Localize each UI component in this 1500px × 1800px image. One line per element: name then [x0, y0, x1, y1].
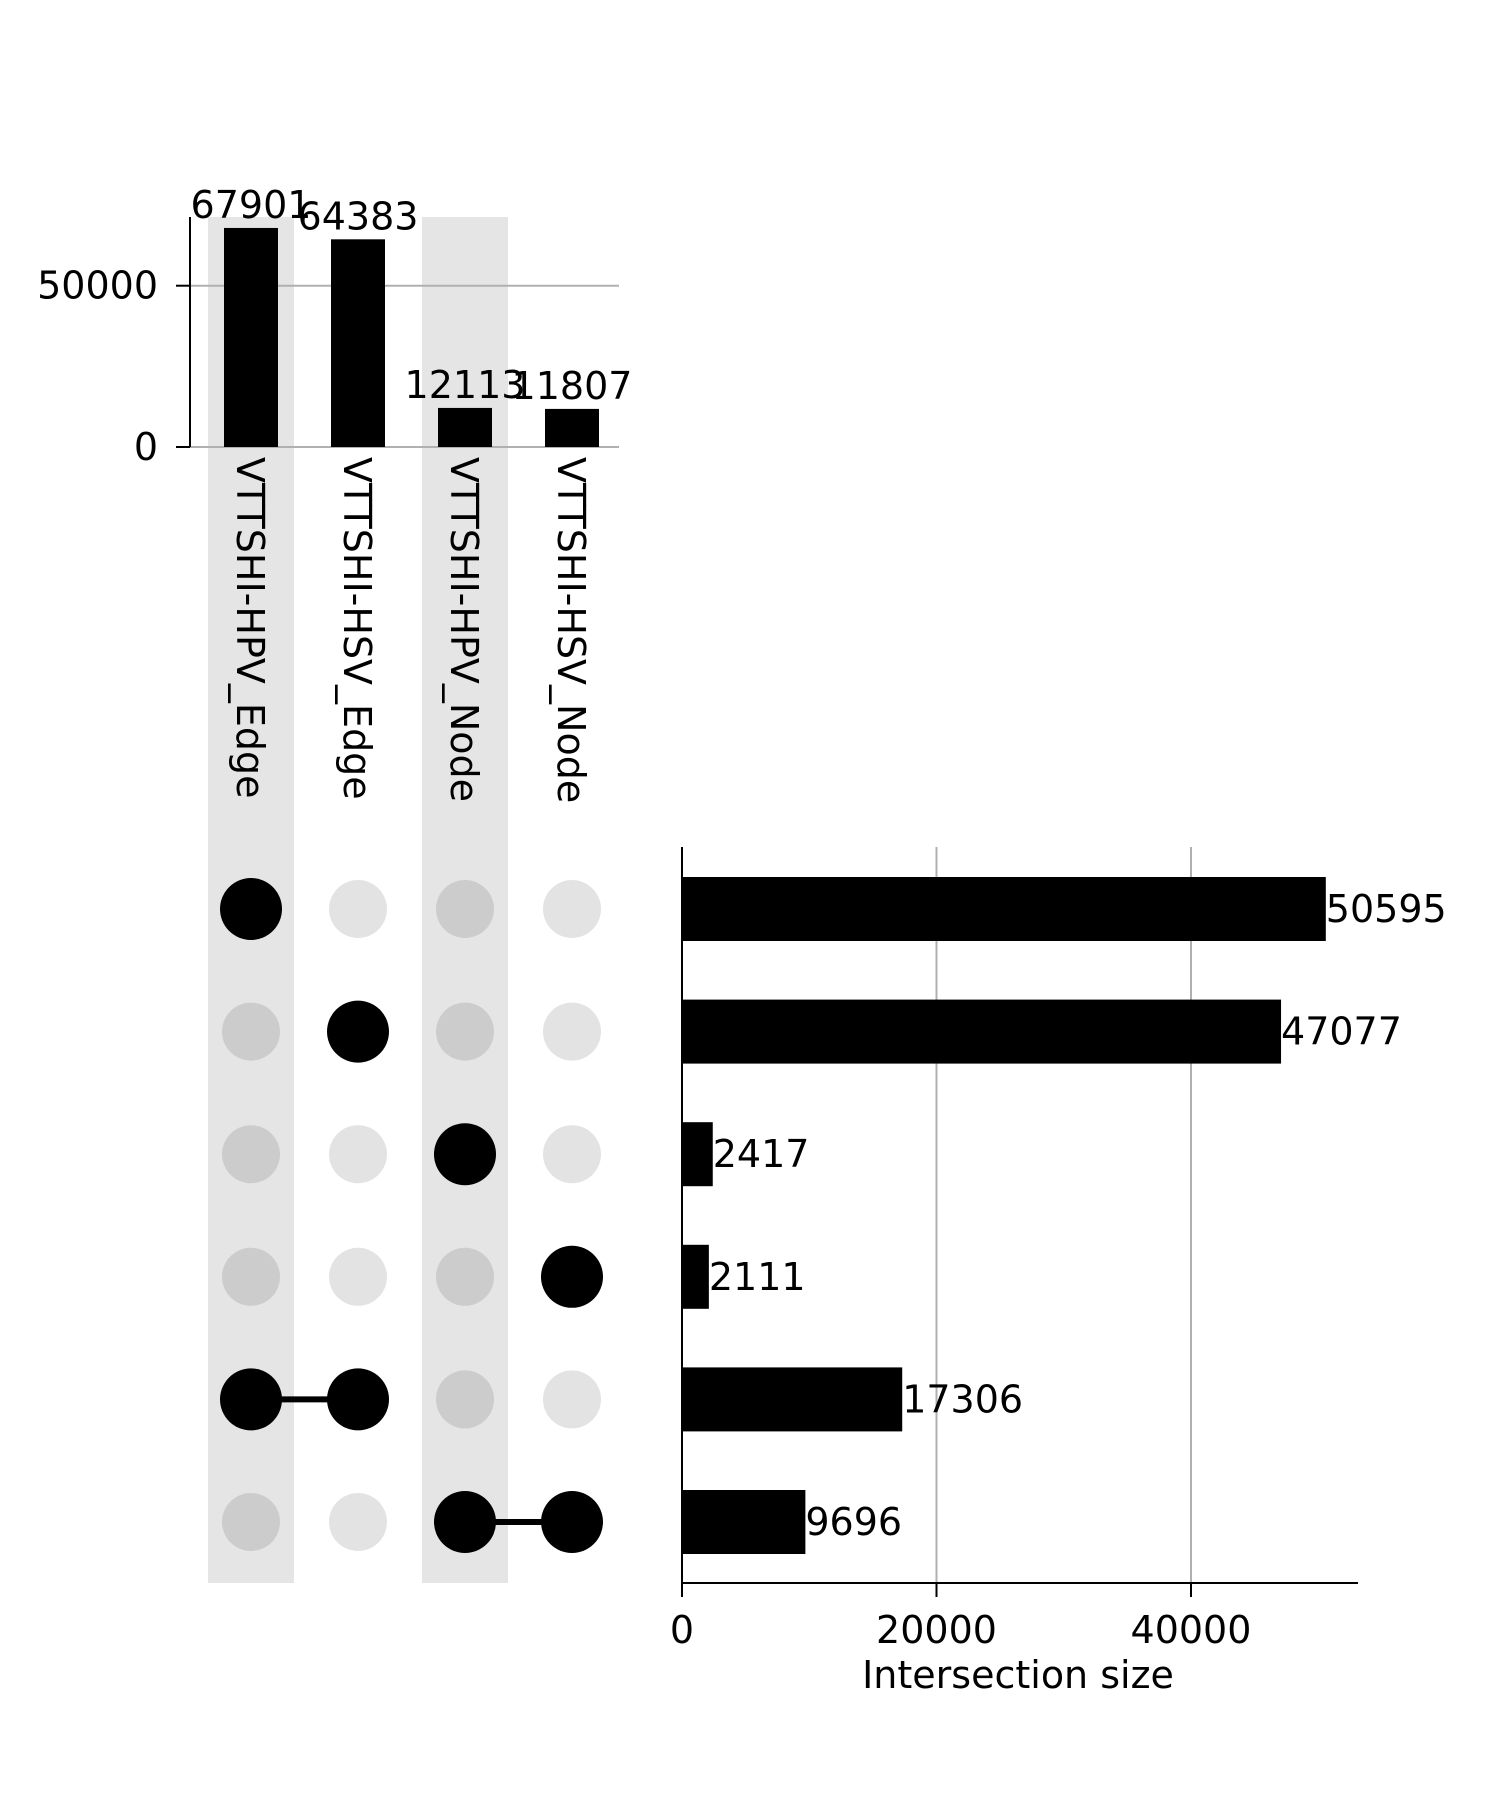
set-size-value-label: 11807 — [512, 364, 633, 408]
set-size-value-label: 64383 — [298, 194, 419, 238]
set-labels: VTTSHI-HPV_Edge VTTSHI-HSV_Edge VTTSHI-HPV… — [228, 457, 593, 803]
matrix-dot-inactive — [436, 880, 494, 938]
matrix-dot-active — [541, 1491, 603, 1553]
matrix-dot-active — [327, 1000, 389, 1063]
x-axis-label: Intersection size — [862, 1653, 1174, 1697]
set-label: VTTSHI-HPV_Edge — [228, 457, 272, 798]
matrix-dot-active — [327, 1368, 389, 1431]
matrix-dot-active — [434, 1491, 496, 1553]
set-size-bar — [224, 227, 278, 447]
intersection-tick-label: 40000 — [1131, 1608, 1252, 1652]
intersection-bar — [682, 1244, 709, 1309]
matrix-dot-active — [220, 1368, 282, 1431]
matrix-dot-inactive — [543, 880, 601, 938]
matrix-dot-inactive — [329, 1247, 387, 1306]
intersection-bar — [682, 1122, 713, 1187]
matrix-dot-inactive — [329, 1493, 387, 1551]
matrix-dot-inactive — [222, 1002, 280, 1061]
intersection-tick-label: 0 — [670, 1608, 694, 1652]
matrix-dot-active — [220, 878, 282, 940]
matrix-dot-inactive — [329, 1125, 387, 1184]
matrix-dot-inactive — [543, 1002, 601, 1061]
set-label: VTTSHI-HSV_Edge — [335, 457, 379, 800]
matrix-dot-inactive — [222, 1493, 280, 1551]
matrix-dot-inactive — [436, 1002, 494, 1061]
intersection-bar — [682, 1367, 903, 1432]
intersection-value-label: 47077 — [1281, 1010, 1402, 1054]
set-size-value-label: 67901 — [191, 183, 312, 227]
intersection-value-label: 9696 — [805, 1500, 902, 1544]
intersection-value-label: 2417 — [713, 1132, 810, 1176]
matrix-dot-active — [434, 1123, 496, 1186]
matrix-dot-inactive — [222, 1247, 280, 1306]
set-size-bar — [438, 407, 492, 447]
intersection-bar — [682, 999, 1282, 1064]
matrix-dot-inactive — [436, 1370, 494, 1429]
intersection-tick-label: 20000 — [876, 1608, 997, 1652]
set-size-value-label: 12113 — [405, 363, 526, 407]
set-size-tick-label: 50000 — [37, 264, 158, 308]
matrix-dot-inactive — [543, 1370, 601, 1429]
intersection-value-label: 50595 — [1326, 887, 1447, 931]
matrix-dot-inactive — [543, 1125, 601, 1184]
set-size-bar — [331, 239, 385, 447]
intersection-value-label: 2111 — [709, 1255, 806, 1299]
matrix-dot-inactive — [436, 1247, 494, 1306]
intersection-size-panel: Intersection size 0 20000 40000 50595 47077 2… — [670, 847, 1447, 1697]
matrix-dot-inactive — [222, 1125, 280, 1184]
set-label: VTTSHI-HSV_Node — [549, 457, 593, 803]
set-size-tick-label: 0 — [134, 425, 158, 469]
set-size-bar — [545, 408, 599, 447]
matrix-dot-active — [541, 1245, 603, 1308]
intersection-value-label: 17306 — [902, 1377, 1023, 1421]
intersection-matrix — [220, 878, 603, 1553]
intersection-bar — [682, 877, 1326, 941]
intersection-bar — [682, 1490, 806, 1554]
matrix-dot-inactive — [329, 880, 387, 938]
set-label: VTTSHI-HPV_Node — [442, 457, 486, 802]
